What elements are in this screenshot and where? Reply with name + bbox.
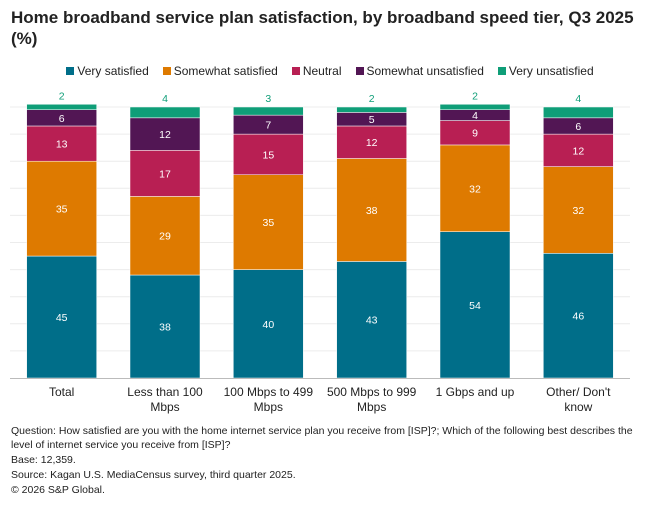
base-note: Base: 12,359. bbox=[11, 454, 76, 466]
legend-label: Very unsatisfied bbox=[508, 64, 594, 78]
data-label: 12 bbox=[572, 145, 584, 157]
footnotes: Question: How satisfied are you with the… bbox=[11, 424, 651, 498]
data-label: 45 bbox=[56, 312, 68, 324]
data-label: 38 bbox=[159, 322, 171, 334]
legend-label: Very satisfied bbox=[77, 64, 149, 78]
bar-segment bbox=[26, 104, 97, 110]
data-label: 13 bbox=[56, 139, 68, 151]
bar-segment bbox=[129, 106, 201, 119]
bar-segment bbox=[439, 144, 511, 232]
bar-segment bbox=[129, 117, 201, 151]
data-label: 2 bbox=[369, 93, 375, 105]
data-label: 6 bbox=[575, 121, 581, 133]
category-label: Total bbox=[49, 385, 74, 399]
bar-segment bbox=[439, 231, 511, 379]
data-label: 17 bbox=[159, 168, 171, 180]
category-label: 500 Mbps to 999 bbox=[327, 385, 417, 399]
bar-segment bbox=[233, 269, 304, 379]
legend-swatch bbox=[162, 67, 171, 75]
data-label: 32 bbox=[469, 183, 481, 195]
category-label: 100 Mbps to 499 bbox=[224, 385, 314, 399]
data-label: 4 bbox=[162, 93, 168, 105]
category-label: Mbps bbox=[254, 400, 283, 414]
category-label: Less than 100 bbox=[127, 385, 203, 399]
bar-segment bbox=[233, 174, 304, 270]
bar-segment bbox=[26, 160, 97, 257]
data-label: 12 bbox=[366, 137, 378, 149]
data-label: 54 bbox=[469, 300, 481, 312]
bar-segment bbox=[336, 106, 407, 113]
bar-segment bbox=[543, 133, 614, 167]
question-note: Question: How satisfied are you with the… bbox=[11, 425, 633, 451]
data-label: 6 bbox=[59, 113, 65, 125]
legend-label: Somewhat satisfied bbox=[173, 64, 278, 78]
data-label: 38 bbox=[366, 205, 378, 217]
source-note: Source: Kagan U.S. MediaCensus survey, t… bbox=[11, 469, 296, 481]
category-label: Mbps bbox=[357, 400, 386, 414]
data-label: 4 bbox=[575, 93, 581, 105]
data-label: 35 bbox=[56, 204, 68, 216]
data-label: 9 bbox=[472, 128, 478, 140]
bar-segment bbox=[543, 166, 614, 254]
category-label: know bbox=[564, 400, 592, 414]
bar-segment bbox=[233, 133, 304, 176]
legend: Very satisfied Somewhat satisfied Neutral S… bbox=[0, 64, 660, 78]
bar-segment bbox=[26, 255, 97, 379]
data-label: 7 bbox=[265, 120, 271, 132]
data-label: 46 bbox=[572, 311, 584, 323]
data-label: 15 bbox=[262, 149, 274, 161]
legend-item: Very unsatisfied bbox=[497, 64, 594, 78]
chart-title: Home broadband service plan satisfaction… bbox=[11, 8, 634, 48]
bar-segment bbox=[129, 150, 201, 197]
legend-item: Neutral bbox=[291, 64, 342, 78]
data-label: 2 bbox=[59, 90, 65, 102]
bar-segment bbox=[543, 106, 614, 119]
data-label: 40 bbox=[262, 319, 274, 331]
bar-segment bbox=[233, 106, 304, 116]
bar-segment bbox=[336, 125, 407, 159]
legend-swatch bbox=[355, 67, 364, 75]
data-label: 29 bbox=[159, 231, 171, 243]
data-label: 3 bbox=[265, 93, 271, 105]
category-label: 1 Gbps and up bbox=[436, 385, 515, 399]
bar-segment bbox=[439, 104, 511, 110]
data-label: 32 bbox=[572, 205, 584, 217]
legend-item: Somewhat unsatisfied bbox=[355, 64, 484, 78]
data-label: 43 bbox=[366, 315, 378, 327]
legend-item: Very satisfied bbox=[66, 64, 149, 78]
legend-swatch bbox=[291, 67, 300, 75]
data-label: 12 bbox=[159, 129, 171, 141]
bar-segment bbox=[543, 253, 614, 379]
bar-segment bbox=[129, 196, 201, 276]
bar-segment bbox=[336, 158, 407, 262]
legend-label: Neutral bbox=[302, 64, 342, 78]
bar-segment bbox=[129, 274, 201, 379]
data-label: 35 bbox=[262, 217, 274, 229]
category-label: Mbps bbox=[150, 400, 179, 414]
data-label: 2 bbox=[472, 90, 478, 102]
legend-swatch bbox=[66, 67, 75, 75]
legend-item: Somewhat satisfied bbox=[162, 64, 278, 78]
bar-segment bbox=[439, 120, 511, 146]
data-label: 5 bbox=[369, 114, 375, 126]
legend-swatch bbox=[497, 67, 506, 75]
legend-label: Somewhat unsatisfied bbox=[366, 64, 484, 78]
data-label: 4 bbox=[472, 110, 478, 122]
category-label: Other/ Don't bbox=[546, 385, 611, 399]
copyright-note: © 2026 S&P Global. bbox=[11, 484, 105, 496]
